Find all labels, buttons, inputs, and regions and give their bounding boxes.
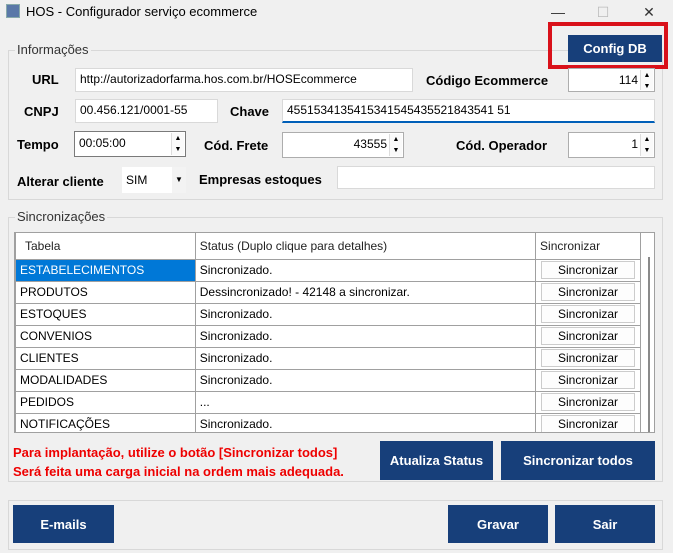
codigo-ecommerce-value: 114 [618,73,638,87]
url-input[interactable]: http://autorizadorfarma.hos.com.br/HOSEc… [75,68,413,92]
table-row[interactable]: MODALIDADES Sincronizado. Sincronizar [15,368,641,392]
minimize-button[interactable]: — [551,4,565,20]
spinner-arrows-icon[interactable]: ▲ ▼ [389,134,402,156]
info-group [8,50,663,200]
cell-status[interactable]: Sincronizado. [194,368,537,392]
chave-input[interactable]: 4551534135415341545435521843541 51 [282,99,655,123]
scrollbar[interactable] [648,257,650,432]
cell-tabela[interactable]: MODALIDADES [15,368,196,392]
table-header: Tabela Status (Duplo clique para detalhe… [15,233,641,260]
info-group-label: Informações [15,42,91,57]
chevron-down-icon[interactable]: ▼ [172,167,186,193]
footer-group [8,500,663,550]
operador-label: Cód. Operador [456,138,548,153]
row-sincronizar-button[interactable]: Sincronizar [541,305,636,323]
cell-tabela[interactable]: NOTIFICAÇÕES [15,412,196,432]
cell-tabela[interactable]: ESTOQUES [15,302,196,326]
cell-status[interactable]: Sincronizado. [194,258,537,282]
spinner-arrows-icon[interactable]: ▲ ▼ [640,70,653,90]
row-sincronizar-button[interactable]: Sincronizar [541,393,636,411]
tempo-spinner[interactable]: 00:05:00 ▲ ▼ [74,131,186,157]
column-header-status[interactable]: Status (Duplo clique para detalhes) [194,233,537,260]
row-sincronizar-button[interactable]: Sincronizar [541,261,636,279]
column-header-tabela[interactable]: Tabela [15,233,196,260]
row-sincronizar-button[interactable]: Sincronizar [541,415,636,432]
gravar-button[interactable]: Gravar [448,505,548,543]
row-sincronizar-button[interactable]: Sincronizar [541,283,636,301]
cell-tabela[interactable]: ESTABELECIMENTOS [15,258,196,282]
atualiza-status-button[interactable]: Atualiza Status [380,441,493,480]
table-row[interactable]: NOTIFICAÇÕES Sincronizado. Sincronizar [15,412,641,432]
sair-button[interactable]: Sair [555,505,655,543]
table-row[interactable]: CLIENTES Sincronizado. Sincronizar [15,346,641,370]
cnpj-label: CNPJ [24,104,59,119]
alterar-cliente-label: Alterar cliente [17,174,104,189]
alterar-cliente-value: SIM [126,173,148,187]
chave-label: Chave [230,104,270,119]
cell-status[interactable]: Sincronizado. [194,324,537,348]
cell-tabela[interactable]: PRODUTOS [15,280,196,304]
alterar-cliente-select[interactable]: SIM ▼ [122,167,186,193]
url-label: URL [32,72,59,87]
cnpj-input[interactable]: 00.456.121/0001-55 [75,99,218,123]
table-row[interactable]: CONVENIOS Sincronizado. Sincronizar [15,324,641,348]
empresas-label: Empresas estoques [199,172,322,187]
sync-group-label: Sincronizações [15,209,108,224]
table-row[interactable]: ESTOQUES Sincronizado. Sincronizar [15,302,641,326]
config-db-button[interactable]: Config DB [568,35,662,62]
row-sincronizar-button[interactable]: Sincronizar [541,327,636,345]
frete-label: Cód. Frete [204,138,269,153]
spinner-arrows-icon[interactable]: ▲ ▼ [640,134,653,156]
row-sincronizar-button[interactable]: Sincronizar [541,371,636,389]
tempo-value: 00:05:00 [79,136,126,150]
cell-tabela[interactable]: CONVENIOS [15,324,196,348]
table-row[interactable]: PRODUTOS Dessincronizado! - 42148 a sinc… [15,280,641,304]
cell-status[interactable]: Dessincronizado! - 42148 a sincronizar. [194,280,537,304]
operador-value: 1 [631,137,638,151]
window-title: HOS - Configurador serviço ecommerce [26,4,258,19]
table-row[interactable]: PEDIDOS ... Sincronizar [15,390,641,414]
frete-value: 43555 [353,137,387,151]
cell-status[interactable]: Sincronizado. [194,346,537,370]
spinner-arrows-icon[interactable]: ▲ ▼ [171,133,184,155]
note-line-2: Será feita uma carga inicial na ordem ma… [13,464,344,479]
cell-status[interactable]: ... [194,390,537,414]
codigo-ecommerce-label: Código Ecommerce [426,73,549,88]
cell-status[interactable]: Sincronizado. [194,412,537,432]
operador-spinner[interactable]: 1 ▲ ▼ [568,132,655,158]
note-line-1: Para implantação, utilize o botão [Sincr… [13,445,338,460]
close-button[interactable]: ✕ [643,4,655,20]
maximize-button[interactable]: ☐ [596,4,610,20]
app-icon [6,4,20,18]
row-sincronizar-button[interactable]: Sincronizar [541,349,636,367]
column-header-sincronizar[interactable]: Sincronizar [535,233,641,260]
tempo-label: Tempo [17,137,59,152]
title-bar: HOS - Configurador serviço ecommerce — ☐… [0,0,673,24]
codigo-ecommerce-spinner[interactable]: 114 ▲ ▼ [568,68,655,92]
table-row[interactable]: ESTABELECIMENTOS Sincronizado. Sincroniz… [15,258,641,282]
sync-table: Tabela Status (Duplo clique para detalhe… [14,232,655,433]
cell-status[interactable]: Sincronizado. [194,302,537,326]
emails-button[interactable]: E-mails [13,505,114,543]
sincronizar-todos-button[interactable]: Sincronizar todos [501,441,655,480]
highlight-box [548,22,668,69]
cell-tabela[interactable]: PEDIDOS [15,390,196,414]
empresas-input[interactable] [337,166,655,189]
sync-group [8,217,663,482]
cell-tabela[interactable]: CLIENTES [15,346,196,370]
frete-spinner[interactable]: 43555 ▲ ▼ [282,132,404,158]
